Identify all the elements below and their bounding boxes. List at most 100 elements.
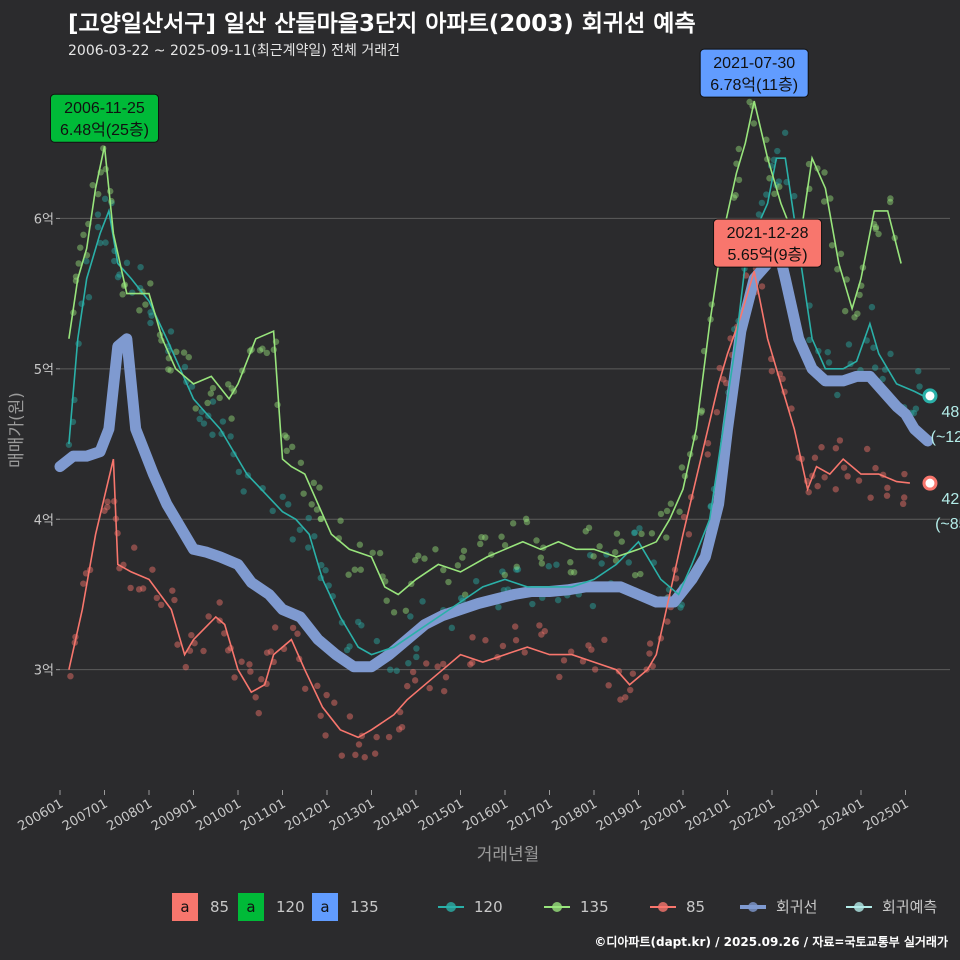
scatter-point-120 bbox=[181, 363, 189, 371]
scatter-point-85 bbox=[80, 580, 87, 587]
callout-box-85 bbox=[713, 218, 823, 268]
scatter-point-120 bbox=[305, 544, 312, 551]
scatter-point-135 bbox=[766, 175, 773, 182]
scatter-point-85 bbox=[646, 640, 654, 647]
scatter-point-120 bbox=[209, 398, 217, 405]
y-tick-label: 5억 bbox=[34, 363, 54, 378]
scatter-point-135 bbox=[735, 145, 743, 153]
scatter-point-85 bbox=[104, 503, 111, 511]
series-lines bbox=[54, 100, 934, 739]
scatter-point-120 bbox=[285, 501, 292, 508]
scatter-point-85 bbox=[536, 622, 543, 629]
scatter-point-120 bbox=[209, 431, 216, 438]
scatter-point-85 bbox=[294, 630, 301, 637]
scatter-point-120 bbox=[343, 646, 351, 654]
scatter-point-85 bbox=[832, 486, 839, 493]
scatter-point-85 bbox=[722, 379, 730, 387]
scatter-point-135 bbox=[648, 530, 656, 537]
scatter-point-120 bbox=[625, 559, 632, 566]
scatter-point-85 bbox=[205, 613, 212, 620]
scatter-point-120 bbox=[631, 529, 639, 536]
scatter-point-85 bbox=[174, 641, 181, 648]
scatter-point-135 bbox=[538, 560, 546, 567]
scatter-point-120 bbox=[448, 624, 456, 632]
x-tick-label: 202401 bbox=[817, 796, 867, 834]
scatter-point-135 bbox=[102, 165, 109, 173]
legend-swatch-85 bbox=[172, 893, 198, 921]
scatter-point-120 bbox=[473, 577, 480, 585]
scatter-point-120 bbox=[824, 348, 831, 356]
scatter-point-85 bbox=[373, 733, 380, 741]
series-line-135 bbox=[68, 100, 902, 596]
scatter-point-85 bbox=[499, 642, 507, 650]
x-tick-label: 202501 bbox=[861, 796, 911, 834]
scatter-point-135 bbox=[631, 571, 639, 579]
scatter-point-85 bbox=[139, 585, 147, 592]
scatter-point-135 bbox=[663, 534, 670, 541]
scatter-point-120 bbox=[845, 341, 853, 348]
scatter-point-85 bbox=[469, 659, 476, 666]
scatter-point-120 bbox=[235, 468, 243, 476]
scatter-point-85 bbox=[704, 440, 712, 447]
scatter-point-85 bbox=[247, 668, 254, 675]
scatter-point-85 bbox=[101, 507, 108, 514]
scatter-point-135 bbox=[136, 307, 143, 314]
prediction-value-120: 48,150 bbox=[942, 404, 960, 421]
scatter-point-135 bbox=[256, 347, 264, 354]
scatter-point-135 bbox=[316, 484, 323, 491]
scatter-point-135 bbox=[415, 552, 422, 559]
scatter-point-85 bbox=[818, 444, 825, 451]
scatter-point-120 bbox=[529, 600, 536, 608]
scatter-point-85 bbox=[440, 687, 448, 695]
scatter-point-85 bbox=[317, 712, 324, 719]
scatter-point-120 bbox=[598, 560, 605, 567]
scatter-point-135 bbox=[317, 515, 324, 523]
scatter-point-85 bbox=[258, 676, 265, 683]
scatter-point-85 bbox=[395, 726, 403, 733]
x-tick-label: 201801 bbox=[550, 796, 600, 834]
scatter-point-120 bbox=[137, 263, 144, 271]
scatter-point-85 bbox=[588, 646, 595, 653]
scatter-point-135 bbox=[351, 566, 359, 573]
scatter-point-135 bbox=[216, 394, 223, 402]
scatter-point-135 bbox=[274, 401, 281, 408]
y-tick-label: 4억 bbox=[34, 513, 54, 528]
prediction-area-85: (~85㎡) bbox=[935, 515, 960, 533]
scatter-point-120 bbox=[791, 192, 798, 200]
legend-glyph: a bbox=[246, 898, 255, 916]
scatter-point-85 bbox=[720, 376, 727, 383]
scatter-point-85 bbox=[238, 658, 245, 665]
scatter-point-135 bbox=[192, 405, 199, 412]
scatter-point-120 bbox=[545, 563, 552, 570]
scatter-point-85 bbox=[863, 445, 871, 453]
y-axis-ticks: 3억 4억 5억 6억 bbox=[34, 212, 60, 679]
scatter-point-85 bbox=[114, 530, 121, 537]
scatter-point-85 bbox=[768, 367, 776, 375]
scatter-point-120 bbox=[94, 211, 102, 218]
scatter-point-120 bbox=[887, 350, 894, 358]
scatter-point-85 bbox=[685, 531, 693, 538]
scatter-point-85 bbox=[271, 624, 279, 631]
scatter-point-85 bbox=[135, 586, 143, 593]
scatter-point-120 bbox=[338, 619, 346, 626]
callout-price-85: 5.65억(9층) bbox=[727, 246, 807, 264]
scatter-point-85 bbox=[591, 666, 599, 673]
scatter-point-135 bbox=[383, 597, 390, 604]
scatter-point-135 bbox=[482, 534, 489, 541]
scatter-point-135 bbox=[376, 549, 384, 557]
x-tick-label: 202001 bbox=[639, 796, 689, 834]
scatter-point-135 bbox=[337, 517, 344, 524]
scatter-point-85 bbox=[153, 594, 161, 602]
regression-line bbox=[54, 235, 934, 673]
scatter-point-85 bbox=[67, 672, 74, 680]
scatter-point-135 bbox=[841, 307, 849, 315]
scatter-point-135 bbox=[75, 260, 82, 267]
scatter-point-135 bbox=[180, 349, 188, 356]
scatter-point-120 bbox=[289, 536, 296, 543]
legend-dot-s85 bbox=[658, 902, 668, 912]
scatter-point-135 bbox=[369, 549, 376, 556]
scatter-point-135 bbox=[89, 181, 96, 189]
callout-date-85: 2021-12-28 bbox=[727, 225, 809, 242]
scatter-point-120 bbox=[499, 568, 506, 575]
x-axis-label: 거래년월 bbox=[477, 845, 540, 865]
